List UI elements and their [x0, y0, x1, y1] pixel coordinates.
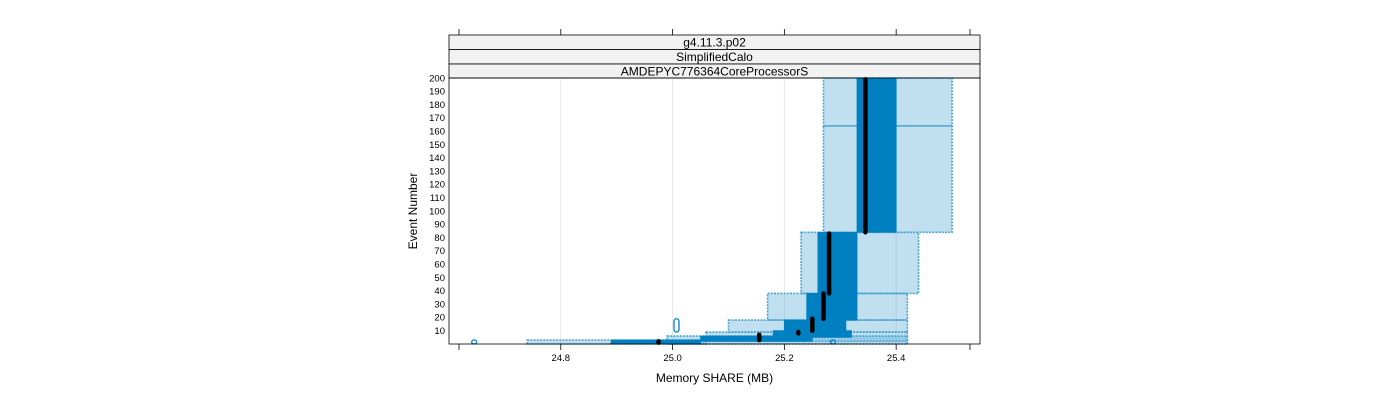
panel-border [448, 77, 981, 345]
y-tick-label-13: 140 [429, 153, 445, 164]
iqr-box-5 [817, 231, 858, 294]
y-tick-label-14: 150 [429, 140, 445, 151]
y-tick-label-0: 10 [434, 326, 445, 337]
strip-3-label: AMDEPYC776364CoreProcessorS [621, 65, 808, 79]
y-tick-label-16: 170 [429, 113, 445, 124]
y-tick-label-15: 160 [429, 127, 445, 138]
y-tick-label-1: 20 [434, 313, 445, 324]
y-tick-label-11: 120 [429, 180, 445, 191]
y-tick-label-19: 200 [429, 73, 445, 84]
y-tick-label-4: 50 [434, 273, 445, 284]
iqr-box-3 [783, 319, 847, 332]
y-tick-label-6: 70 [434, 246, 445, 257]
x-axis-title: Memory SHARE (MB) [656, 371, 773, 385]
y-tick-label-12: 130 [429, 166, 445, 177]
median-layer [656, 77, 868, 345]
axis-layer: 24.8 25.0 25.2 25.4 10 20 30 40 50 60 70 80 90 100 110… [429, 29, 971, 364]
y-tick-label-9: 100 [429, 206, 445, 217]
y-tick-label-3: 40 [434, 286, 445, 297]
outlier-point-0 [471, 339, 478, 345]
y-tick-label-2: 30 [434, 299, 445, 310]
y-tick-label-17: 180 [429, 100, 445, 111]
y-tick-label-5: 60 [434, 260, 445, 271]
iqr-box-6 [856, 77, 897, 233]
strip-group: g4.11.3.p02 SimplifiedCalo AMDEPYC776364… [448, 34, 981, 79]
y-tick-label-18: 190 [429, 87, 445, 98]
iqr-box-4 [806, 293, 858, 321]
strip-2-label: SimplifiedCalo [676, 50, 753, 64]
x-tick-label-0: 24.8 [552, 353, 571, 364]
iqr-box-0 [610, 339, 701, 345]
y-tick-label-7: 80 [434, 233, 445, 244]
x-tick-label-2: 25.2 [775, 353, 794, 364]
band-layer [471, 77, 953, 345]
iqr-box-1 [700, 335, 813, 342]
y-tick-label-10: 110 [430, 193, 445, 204]
outlier-point-1 [673, 318, 680, 333]
strip-1-label: g4.11.3.p02 [683, 36, 746, 50]
y-tick-label-8: 90 [434, 220, 445, 231]
x-tick-label-3: 25.4 [887, 353, 906, 364]
x-tick-label-1: 25.0 [663, 353, 682, 364]
y-axis-title: Event Number [406, 173, 420, 250]
